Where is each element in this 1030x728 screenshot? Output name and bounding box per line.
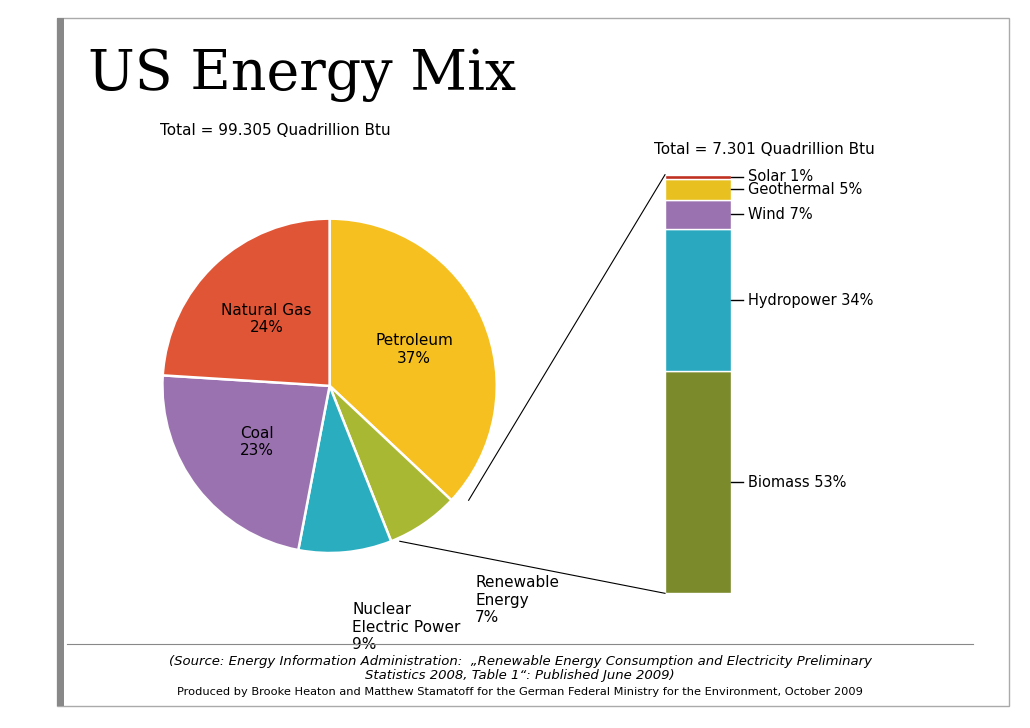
Wedge shape: [163, 376, 330, 550]
Bar: [665, 229, 730, 371]
Text: (Source: Energy Information Administration:  „Renewable Energy Consumption and E: (Source: Energy Information Administrati…: [169, 654, 871, 668]
Bar: [665, 199, 730, 229]
Text: Petroleum
37%: Petroleum 37%: [375, 333, 453, 365]
Text: US Energy Mix: US Energy Mix: [88, 47, 516, 102]
Text: Natural Gas
24%: Natural Gas 24%: [221, 303, 312, 335]
Bar: [57, 18, 64, 706]
Text: Produced by Brooke Heaton and Matthew Stamatoff for the German Federal Ministry : Produced by Brooke Heaton and Matthew St…: [177, 687, 863, 697]
Text: Statistics 2008, Table 1“: Published June 2009): Statistics 2008, Table 1“: Published Jun…: [366, 669, 675, 682]
Wedge shape: [330, 218, 496, 500]
Bar: [665, 175, 730, 179]
Wedge shape: [330, 386, 451, 542]
Text: Wind 7%: Wind 7%: [748, 207, 813, 222]
Text: Biomass 53%: Biomass 53%: [748, 475, 847, 490]
Text: Total = 99.305 Quadrillion Btu: Total = 99.305 Quadrillion Btu: [160, 123, 390, 138]
Text: Coal
23%: Coal 23%: [240, 426, 274, 459]
Text: Total = 7.301 Quadrillion Btu: Total = 7.301 Quadrillion Btu: [654, 141, 874, 157]
Text: Renewable
Energy
7%: Renewable Energy 7%: [475, 575, 559, 625]
Wedge shape: [163, 218, 330, 386]
Bar: [665, 371, 730, 593]
Text: Hydropower 34%: Hydropower 34%: [748, 293, 873, 308]
Text: Geothermal 5%: Geothermal 5%: [748, 182, 862, 197]
Wedge shape: [299, 386, 391, 553]
Text: Solar 1%: Solar 1%: [748, 170, 814, 184]
Bar: [665, 179, 730, 199]
Text: Nuclear
Electric Power
9%: Nuclear Electric Power 9%: [352, 602, 460, 652]
